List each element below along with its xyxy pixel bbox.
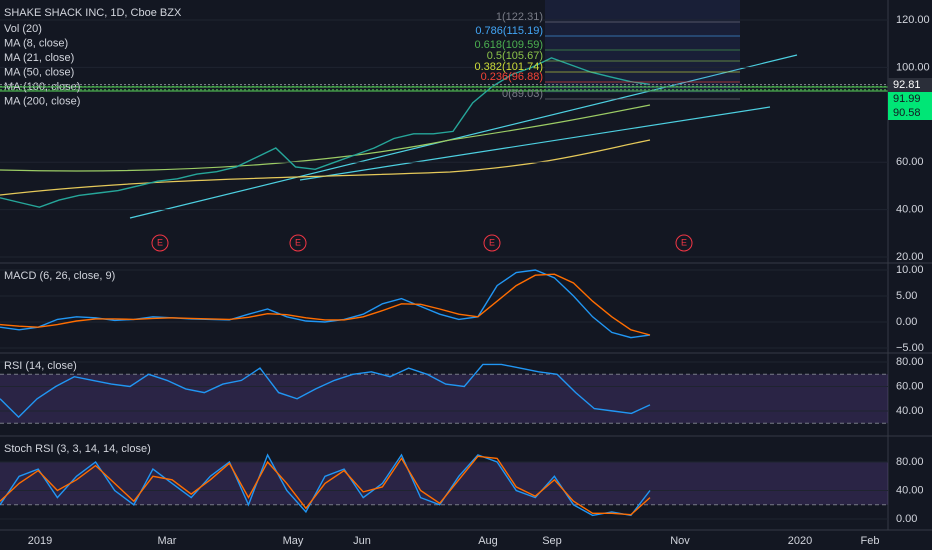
fib-label: 1(122.31) <box>496 11 543 23</box>
series-line <box>0 363 651 419</box>
x-tick-label: Mar <box>158 535 177 547</box>
price-label-bg <box>888 92 932 106</box>
legend-item: MA (8, close) <box>4 37 68 49</box>
y-tick-label: 80.00 <box>896 356 924 368</box>
earnings-marker <box>675 234 693 252</box>
price-label: 92.81 <box>893 79 921 91</box>
fib-label: 0(89.03) <box>502 88 543 100</box>
price-label-bg <box>888 78 932 92</box>
legend-item: MA (100, close) <box>4 81 80 93</box>
price-label: 90.58 <box>893 107 921 119</box>
legend-item: MA (200, close) <box>4 95 80 107</box>
y-tick-label: 0.00 <box>896 513 917 525</box>
fib-label: 0.382(101.74) <box>475 61 544 73</box>
earnings-label: E <box>295 237 301 247</box>
y-tick-label: 5.00 <box>896 290 917 302</box>
y-tick-label: 100.00 <box>896 61 930 73</box>
x-tick-label: Jun <box>353 535 371 547</box>
series-line <box>0 455 651 516</box>
earnings-marker <box>151 234 169 252</box>
earnings-label: E <box>157 237 163 247</box>
pane-title: SHAKE SHACK INC, 1D, Cboe BZX <box>4 7 182 19</box>
y-tick-label: 120.00 <box>896 14 930 26</box>
fib-label: 0.618(109.59) <box>475 39 544 51</box>
y-tick-label: 80.00 <box>896 456 924 468</box>
pane-title: RSI (14, close) <box>4 360 77 372</box>
y-tick-label: 20.00 <box>896 251 924 263</box>
legend-item: MA (21, close) <box>4 52 74 64</box>
ma-100 <box>0 104 651 172</box>
legend-item: MA (50, close) <box>4 66 74 78</box>
pane-title: MACD (6, 26, close, 9) <box>4 270 115 282</box>
earnings-label: E <box>489 237 495 247</box>
earnings-label: E <box>681 237 687 247</box>
earnings-marker <box>483 234 501 252</box>
price-label: 91.99 <box>893 93 921 105</box>
x-tick-label: Aug <box>478 535 498 547</box>
x-tick-label: 2020 <box>788 535 812 547</box>
band <box>0 374 888 424</box>
x-tick-label: May <box>283 535 304 547</box>
y-tick-label: 40.00 <box>896 204 924 216</box>
y-tick-label: 0.00 <box>896 316 917 328</box>
price-label-bg <box>888 106 932 120</box>
y-tick-label: 10.00 <box>896 264 924 276</box>
fib-zone <box>545 0 740 93</box>
x-tick-label: 2019 <box>28 535 52 547</box>
x-tick-label: Nov <box>670 535 690 547</box>
series-line <box>0 273 651 336</box>
trend-line <box>299 106 771 181</box>
fib-label: 0.236(96.88) <box>481 71 543 83</box>
y-tick-label: 40.00 <box>896 484 924 496</box>
legend-item: Vol (20) <box>4 23 42 35</box>
y-tick-label: 40.00 <box>896 405 924 417</box>
x-tick-label: Sep <box>542 535 562 547</box>
drawings <box>0 0 888 219</box>
fib-label: 0.786(115.19) <box>475 25 543 37</box>
fib-label: 0.5(105.67) <box>487 50 543 62</box>
series-line <box>0 57 651 208</box>
ma-200 <box>0 139 651 196</box>
y-tick-label: 60.00 <box>896 380 924 392</box>
y-tick-label: −5.00 <box>896 342 924 354</box>
pane-title: Stoch RSI (3, 3, 14, 14, close) <box>4 443 151 455</box>
x-tick-label: Feb <box>861 535 880 547</box>
earnings-marker <box>289 234 307 252</box>
y-tick-label: 60.00 <box>896 156 924 168</box>
